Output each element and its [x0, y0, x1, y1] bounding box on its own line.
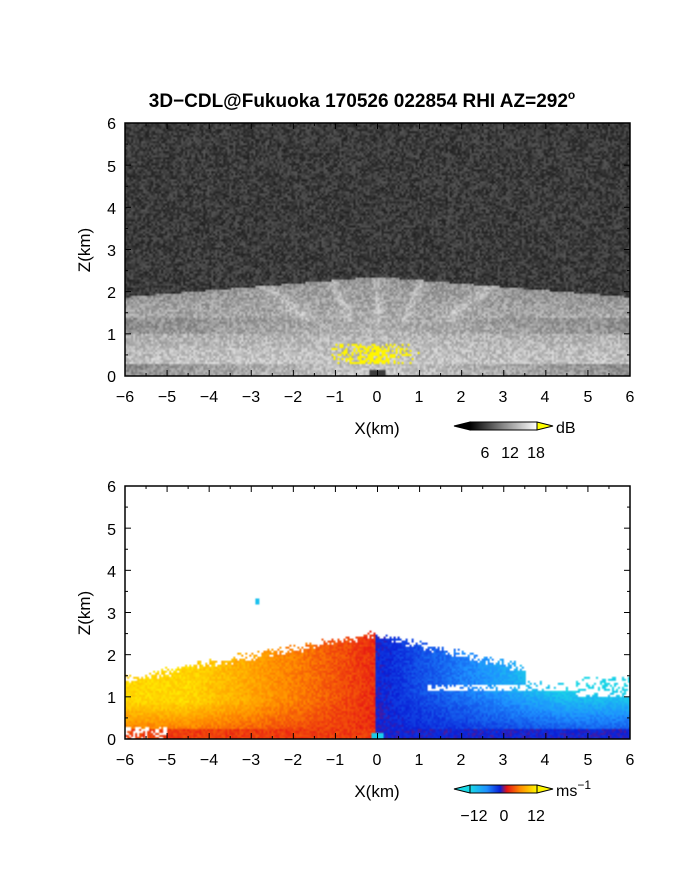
x-tick-label: −2 [284, 752, 302, 769]
reflectivity-heatmap [125, 123, 630, 376]
x-tick-label: −4 [200, 389, 218, 406]
y-tick-label: 3 [107, 606, 116, 623]
x-tick-label: 3 [499, 389, 508, 406]
y-tick-label: 6 [107, 479, 116, 496]
y-tick-labels: 0 1 2 3 4 5 6 [107, 116, 116, 386]
x-tick-label: 4 [541, 389, 550, 406]
reflectivity-colorbar: dB 6 12 18 [453, 420, 576, 462]
x-tick-label: −4 [200, 752, 218, 769]
y-axis-label: Z(km) [75, 591, 94, 635]
y-tick-label: 1 [107, 690, 116, 707]
y-tick-label: 6 [107, 116, 116, 133]
x-tick-label: 4 [541, 752, 550, 769]
x-tick-labels: −6 −5 −4 −3 −2 −1 0 1 2 3 4 5 6 [116, 389, 635, 406]
colorbar-tick-label: 12 [527, 808, 545, 825]
x-tick-label: 6 [626, 389, 635, 406]
y-tick-label: 4 [107, 564, 116, 581]
colorbar-tick-label: −12 [460, 808, 487, 825]
y-tick-labels: 0 1 2 3 4 5 6 [107, 479, 116, 749]
y-tick-label: 4 [107, 201, 116, 218]
velocity-heatmap [125, 486, 630, 739]
colorbar-tick-label: 0 [500, 808, 509, 825]
y-tick-label: 5 [107, 159, 116, 176]
colorbar-over-arrow [536, 421, 554, 431]
x-tick-label: 3 [499, 752, 508, 769]
x-tick-label: 2 [457, 752, 466, 769]
x-tick-label: −1 [326, 389, 344, 406]
colorbar-gradient [469, 421, 538, 431]
x-axis-label: X(km) [354, 419, 399, 438]
x-tick-label: −5 [158, 752, 176, 769]
x-tick-label: −1 [326, 752, 344, 769]
x-tick-label: 2 [457, 389, 466, 406]
y-tick-label: 0 [107, 732, 116, 749]
x-tick-label: −6 [116, 752, 134, 769]
figure-title: 3D−CDL@Fukuoka 170526 022854 RHI AZ=292o [149, 88, 576, 112]
reflectivity-panel: −6 −5 −4 −3 −2 −1 0 1 2 3 4 5 6 0 1 2 3 … [75, 116, 635, 462]
colorbar-under-arrow [453, 784, 471, 794]
x-tick-label: −3 [242, 389, 260, 406]
x-tick-label: 0 [373, 752, 382, 769]
tick-marks [124, 485, 631, 740]
x-tick-label: 1 [415, 389, 424, 406]
y-tick-label: 3 [107, 243, 116, 260]
velocity-colorbar: ms−1 −12 0 12 [453, 778, 591, 825]
x-tick-label: 5 [584, 389, 593, 406]
y-tick-label: 0 [107, 369, 116, 386]
x-tick-labels: −6 −5 −4 −3 −2 −1 0 1 2 3 4 5 6 [116, 752, 635, 769]
y-tick-label: 2 [107, 648, 116, 665]
colorbar-tick-label: 12 [501, 445, 519, 462]
x-tick-label: 6 [626, 752, 635, 769]
x-tick-label: −2 [284, 389, 302, 406]
colorbar-unit: ms−1 [556, 778, 591, 800]
x-tick-label: 1 [415, 752, 424, 769]
y-tick-label: 2 [107, 285, 116, 302]
colorbar-tick-label: 6 [481, 445, 490, 462]
x-axis-label: X(km) [354, 782, 399, 801]
y-tick-label: 1 [107, 327, 116, 344]
x-tick-label: 5 [584, 752, 593, 769]
x-tick-label: 0 [373, 389, 382, 406]
velocity-panel: −6 −5 −4 −3 −2 −1 0 1 2 3 4 5 6 0 1 2 3 … [75, 479, 635, 825]
colorbar-under-arrow [453, 421, 471, 431]
colorbar-gradient [469, 784, 538, 794]
tick-marks [124, 122, 631, 377]
x-tick-label: −6 [116, 389, 134, 406]
x-tick-label: −3 [242, 752, 260, 769]
y-tick-label: 5 [107, 522, 116, 539]
colorbar-tick-label: 18 [527, 445, 545, 462]
colorbar-over-arrow [536, 784, 554, 794]
x-tick-label: −5 [158, 389, 176, 406]
colorbar-unit: dB [556, 420, 576, 437]
y-axis-label: Z(km) [75, 228, 94, 272]
